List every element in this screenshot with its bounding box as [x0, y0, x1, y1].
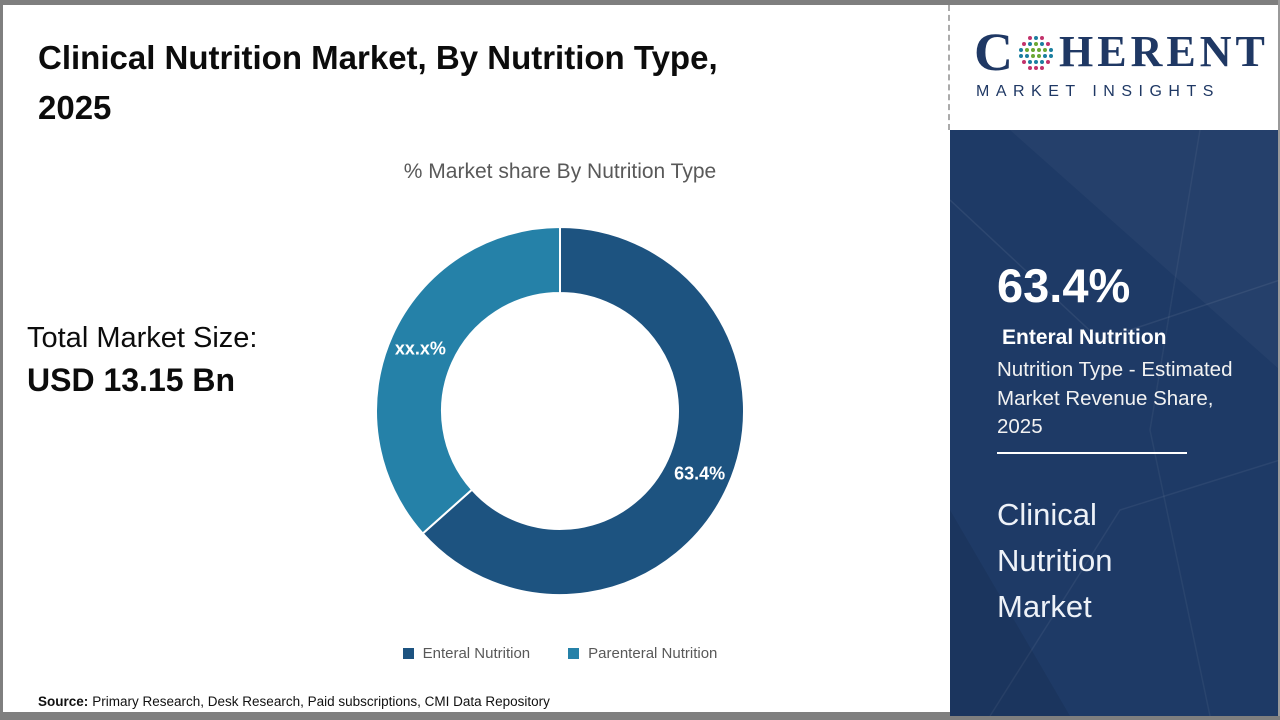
legend-item-enteral-nutrition: Enteral Nutrition	[402, 645, 531, 662]
page-title-line1: Clinical Nutrition Market, By Nutrition …	[38, 39, 718, 76]
legend-swatch-icon	[568, 648, 580, 659]
chart-title: % Market share By Nutrition Type	[403, 160, 717, 183]
total-market-size-value: USD 13.15 Bn	[27, 362, 236, 398]
sidebar-content: 63.4% Enteral Nutrition Nutrition Type -…	[950, 130, 1280, 716]
page-border-left	[0, 0, 3, 720]
legend-swatch-icon	[402, 648, 414, 659]
donut-chart: 63.4% xx.x%	[320, 171, 800, 651]
source-text: Primary Research, Desk Research, Paid su…	[92, 694, 550, 709]
stat-description: Nutrition Type - Estimated Market Revenu…	[997, 358, 1233, 438]
logo-letter-c: C	[974, 22, 1013, 82]
market-name: Clinical Nutrition Market	[997, 497, 1113, 624]
sidebar-divider	[997, 452, 1187, 454]
stat-label: Enteral Nutrition	[1002, 326, 1167, 349]
slice-label-enteral-nutrition: 63.4%	[674, 464, 725, 484]
coherent-logo: C HERENT	[974, 22, 1269, 82]
stat-value: 63.4%	[997, 259, 1131, 312]
page-title: Clinical Nutrition Market, By Nutrition …	[38, 33, 878, 133]
donut-chart-svg: 63.4% xx.x%	[375, 226, 745, 596]
logo-letters-rest: HERENT	[1059, 27, 1269, 76]
coherent-globe-icon	[1019, 36, 1053, 70]
pie-slice-parenteral-nutrition	[375, 226, 561, 535]
chart-legend: Enteral Nutrition Parenteral Nutrition	[160, 645, 960, 662]
slice-label-parenteral-nutrition: xx.x%	[395, 338, 446, 358]
page-border-bottom-full	[0, 716, 1280, 720]
source-line: Source: Primary Research, Desk Research, …	[38, 694, 550, 709]
pie-slice-enteral-nutrition	[421, 226, 745, 596]
legend-label: Enteral Nutrition	[422, 645, 531, 662]
page-border-top	[0, 0, 1280, 5]
sidebar-map-texture	[950, 130, 1280, 716]
sidebar-panel: 63.4% Enteral Nutrition Nutrition Type -…	[950, 130, 1280, 716]
source-label: Source:	[38, 694, 89, 709]
main-content-area: Clinical Nutrition Market, By Nutrition …	[27, 33, 878, 709]
page-title-line2: 2025	[38, 89, 112, 126]
page-border-bottom	[0, 712, 950, 717]
logo-subtext: MARKET INSIGHTS	[976, 83, 1220, 100]
legend-item-parenteral-nutrition: Parenteral Nutrition	[568, 645, 717, 662]
legend-label: Parenteral Nutrition	[588, 645, 718, 662]
total-market-size-label: Total Market Size:	[27, 322, 258, 354]
page-border-right	[1278, 0, 1280, 720]
logo-box: C HERENT MARKET INSIGHTS	[948, 5, 1280, 130]
total-market-size-block: Total Market Size: USD 13.15 Bn	[27, 322, 257, 399]
